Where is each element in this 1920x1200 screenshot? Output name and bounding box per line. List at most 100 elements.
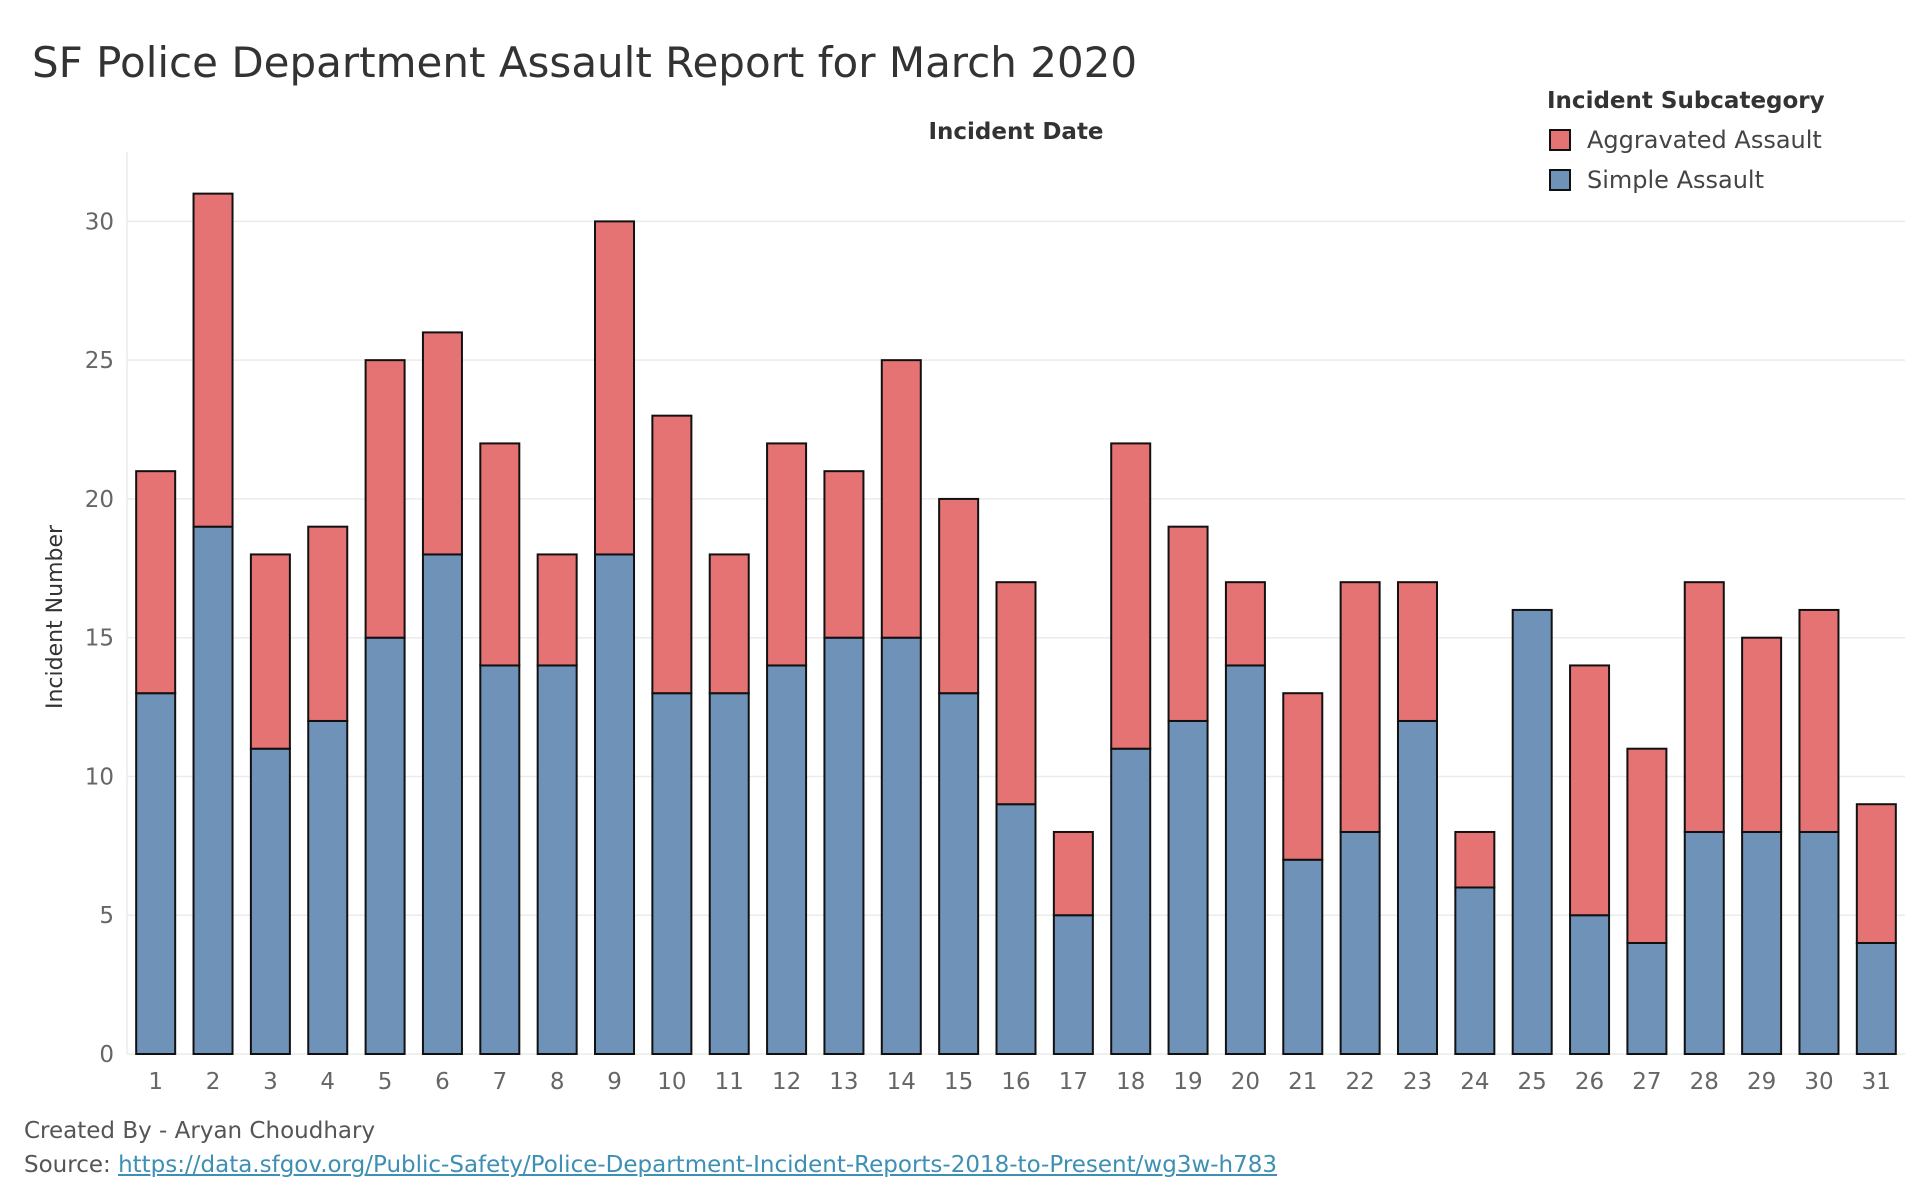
bar-aggravated-assault-day-31[interactable] [1855, 803, 1897, 944]
bar-aggravated-assault-day-17[interactable] [1052, 830, 1094, 917]
x-tick-label: 25 [1518, 1069, 1547, 1095]
source-line: Source: https://data.sfgov.org/Public-Sa… [24, 1148, 1277, 1182]
bar-aggravated-assault-day-6[interactable] [421, 331, 463, 556]
bar-aggravated-assault-day-15[interactable] [938, 497, 980, 695]
x-tick-label: 29 [1747, 1069, 1776, 1095]
x-tick-label: 3 [263, 1069, 278, 1095]
y-tick-label: 20 [85, 487, 114, 513]
bar-aggravated-assault-day-11[interactable] [708, 553, 750, 695]
y-tick-label: 30 [85, 209, 114, 235]
bar-simple-assault-day-5[interactable] [364, 636, 406, 1055]
bar-aggravated-assault-day-9[interactable] [594, 220, 636, 556]
bar-aggravated-assault-day-18[interactable] [1110, 442, 1152, 750]
x-tick-labels: 1 2 3 4 5 6 7 8 9 10 11 12 13 14 15 16 17 18 19 20 21 22 23 24 2… [148, 1069, 1891, 1095]
bar-aggravated-assault-day-24[interactable] [1454, 830, 1496, 889]
x-tick-label: 2 [206, 1069, 221, 1095]
bar-aggravated-assault-day-1[interactable] [135, 470, 177, 695]
bar-simple-assault-day-24[interactable] [1454, 886, 1496, 1055]
legend-title: Incident Subcategory [1547, 88, 1825, 114]
bar-simple-assault-day-30[interactable] [1798, 830, 1840, 1055]
bar-simple-assault-day-18[interactable] [1110, 747, 1152, 1055]
bar-simple-assault-day-26[interactable] [1569, 914, 1611, 1055]
x-tick-label: 27 [1632, 1069, 1661, 1095]
source-link[interactable]: https://data.sfgov.org/Public-Safety/Pol… [118, 1152, 1278, 1178]
bar-simple-assault-day-11[interactable] [708, 692, 750, 1055]
x-tick-label: 18 [1116, 1069, 1145, 1095]
bar-aggravated-assault-day-12[interactable] [766, 442, 808, 667]
x-tick-label: 21 [1288, 1069, 1317, 1095]
bar-simple-assault-day-25[interactable] [1511, 608, 1553, 1055]
bar-aggravated-assault-day-28[interactable] [1683, 581, 1725, 833]
x-tick-label: 16 [1001, 1069, 1030, 1095]
bar-aggravated-assault-day-26[interactable] [1569, 664, 1611, 917]
x-tick-label: 14 [887, 1069, 916, 1095]
bar-aggravated-assault-day-2[interactable] [192, 192, 234, 528]
bar-aggravated-assault-day-19[interactable] [1167, 525, 1209, 722]
bar-simple-assault-day-2[interactable] [192, 525, 234, 1055]
bar-simple-assault-day-4[interactable] [307, 719, 349, 1055]
bar-simple-assault-day-17[interactable] [1052, 914, 1094, 1055]
x-tick-label: 15 [944, 1069, 973, 1095]
x-tick-label: 8 [550, 1069, 565, 1095]
y-tick-label: 5 [99, 903, 114, 929]
bar-aggravated-assault-day-21[interactable] [1282, 692, 1324, 861]
bar-aggravated-assault-day-10[interactable] [651, 414, 693, 695]
x-tick-label: 31 [1862, 1069, 1891, 1095]
bar-aggravated-assault-day-20[interactable] [1224, 581, 1266, 667]
bar-simple-assault-day-19[interactable] [1167, 719, 1209, 1055]
footer: Created By - Aryan Choudhary Source: htt… [24, 1114, 1277, 1182]
y-tick-label: 15 [85, 626, 114, 652]
bar-simple-assault-day-14[interactable] [880, 636, 922, 1055]
x-tick-label: 13 [829, 1069, 858, 1095]
bar-aggravated-assault-day-5[interactable] [364, 359, 406, 639]
x-tick-label: 11 [715, 1069, 744, 1095]
bar-simple-assault-day-16[interactable] [995, 803, 1037, 1056]
bar-simple-assault-day-27[interactable] [1626, 941, 1668, 1055]
x-tick-label: 20 [1231, 1069, 1260, 1095]
bar-simple-assault-day-23[interactable] [1396, 719, 1438, 1055]
bar-aggravated-assault-day-7[interactable] [479, 442, 521, 667]
created-by-text: Created By - Aryan Choudhary [24, 1118, 376, 1144]
legend-item-aggravated-assault[interactable]: Aggravated Assault [1547, 120, 1825, 160]
legend-item-simple-assault[interactable]: Simple Assault [1547, 160, 1825, 200]
x-tick-label: 17 [1059, 1069, 1088, 1095]
bar-simple-assault-day-20[interactable] [1224, 664, 1266, 1055]
bar-aggravated-assault-day-4[interactable] [307, 525, 349, 722]
bar-simple-assault-day-21[interactable] [1282, 858, 1324, 1055]
bar-simple-assault-day-8[interactable] [536, 664, 578, 1055]
bar-simple-assault-day-6[interactable] [421, 553, 463, 1056]
x-tick-label: 4 [320, 1069, 335, 1095]
x-tick-label: 7 [492, 1069, 507, 1095]
bar-aggravated-assault-day-27[interactable] [1626, 747, 1668, 944]
bar-aggravated-assault-day-13[interactable] [823, 470, 865, 639]
x-tick-label: 28 [1690, 1069, 1719, 1095]
bar-simple-assault-day-13[interactable] [823, 636, 865, 1055]
bar-simple-assault-day-9[interactable] [594, 553, 636, 1056]
bar-simple-assault-day-3[interactable] [249, 747, 291, 1055]
bar-simple-assault-day-29[interactable] [1741, 830, 1783, 1055]
bar-simple-assault-day-31[interactable] [1855, 941, 1897, 1055]
bar-simple-assault-day-15[interactable] [938, 692, 980, 1055]
y-tick-label: 10 [85, 764, 114, 790]
bar-aggravated-assault-day-29[interactable] [1741, 636, 1783, 833]
bar-aggravated-assault-day-8[interactable] [536, 553, 578, 667]
bar-simple-assault-day-12[interactable] [766, 664, 808, 1055]
x-tick-label: 23 [1403, 1069, 1432, 1095]
bar-aggravated-assault-day-14[interactable] [880, 359, 922, 639]
y-axis-label: Incident Number [43, 524, 68, 709]
bar-simple-assault-day-28[interactable] [1683, 830, 1725, 1055]
bar-aggravated-assault-day-22[interactable] [1339, 581, 1381, 833]
bar-simple-assault-day-22[interactable] [1339, 830, 1381, 1055]
bar-aggravated-assault-day-30[interactable] [1798, 608, 1840, 833]
x-tick-label: 24 [1460, 1069, 1489, 1095]
x-tick-label: 9 [607, 1069, 622, 1095]
bar-simple-assault-day-7[interactable] [479, 664, 521, 1055]
bar-simple-assault-day-10[interactable] [651, 692, 693, 1055]
bar-aggravated-assault-day-16[interactable] [995, 581, 1037, 806]
bar-aggravated-assault-day-23[interactable] [1396, 581, 1438, 722]
x-tick-label: 26 [1575, 1069, 1604, 1095]
bar-aggravated-assault-day-3[interactable] [249, 553, 291, 750]
legend: Incident Subcategory Aggravated Assault … [1547, 88, 1825, 200]
bar-simple-assault-day-1[interactable] [135, 692, 177, 1055]
